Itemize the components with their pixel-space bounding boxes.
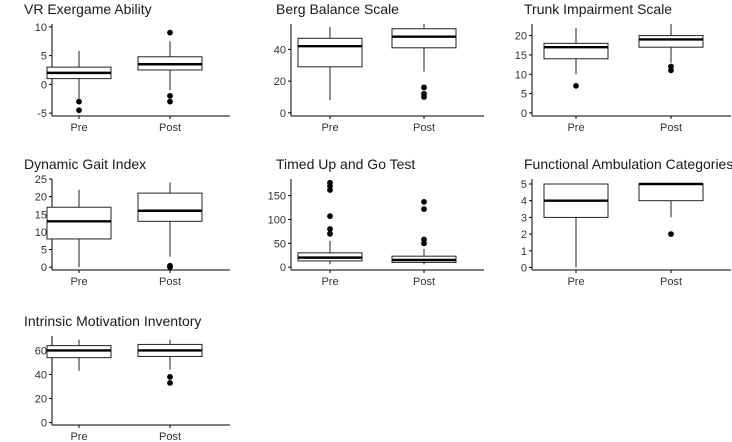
outlier-point bbox=[668, 67, 674, 74]
y-tick-label: 0 bbox=[521, 262, 527, 274]
chart-title: Functional Ambulation Categories bbox=[524, 156, 732, 172]
x-tick-label: Pre bbox=[567, 276, 584, 288]
outlier-point bbox=[573, 82, 579, 89]
outlier-point bbox=[76, 107, 82, 114]
chart-title: Intrinsic Motivation Inventory bbox=[24, 313, 201, 329]
chart-panel: Dynamic Gait Index 0 5 10 15 20 25 Pre Post bbox=[24, 156, 230, 288]
y-tick-label: 4 bbox=[521, 196, 527, 208]
y-tick-label: 5 bbox=[41, 245, 47, 257]
outlier-point bbox=[421, 94, 427, 100]
y-tick-label: 50 bbox=[274, 238, 286, 250]
y-tick-label: 0 bbox=[280, 262, 286, 274]
outlier-point bbox=[421, 206, 427, 212]
x-tick-label: Post bbox=[413, 122, 435, 134]
y-tick-label: -5 bbox=[37, 108, 47, 120]
y-tick-label: 40 bbox=[35, 369, 47, 381]
chart-panel: VR Exergame Ability -5 0 5 10 Pre Post bbox=[24, 1, 230, 134]
y-tick-label: 1 bbox=[521, 246, 527, 258]
box-post bbox=[137, 192, 203, 222]
y-tick-label: 10 bbox=[35, 22, 47, 34]
outlier-point bbox=[167, 29, 173, 36]
outlier-point bbox=[167, 373, 173, 380]
outlier-point bbox=[167, 92, 173, 99]
outlier-point bbox=[76, 98, 82, 105]
chart-panel: Intrinsic Motivation Inventory 0 20 40 60 Pre… bbox=[24, 313, 230, 442]
outlier-point bbox=[421, 84, 427, 91]
y-tick-label: 3 bbox=[521, 212, 527, 224]
y-tick-label: 20 bbox=[515, 31, 527, 43]
x-tick-label: Pre bbox=[567, 122, 584, 134]
y-tick-label: 0 bbox=[521, 108, 527, 120]
outlier-point bbox=[167, 380, 173, 386]
outlier-point bbox=[167, 98, 173, 105]
y-tick-label: 15 bbox=[35, 209, 47, 221]
chart-panel: Berg Balance Scale 0 20 40 Pre Post bbox=[274, 1, 484, 134]
box-post bbox=[638, 183, 704, 202]
chart-title: VR Exergame Ability bbox=[24, 1, 152, 17]
x-tick-label: Post bbox=[159, 431, 181, 442]
outlier-point bbox=[327, 179, 333, 186]
y-tick-label: 25 bbox=[35, 174, 47, 186]
box-post bbox=[638, 35, 704, 48]
outlier-point bbox=[327, 213, 333, 220]
x-tick-label: Pre bbox=[70, 431, 87, 442]
y-tick-label: 10 bbox=[515, 69, 527, 81]
y-tick-label: 20 bbox=[35, 192, 47, 204]
box-pre bbox=[46, 345, 112, 359]
y-tick-label: 0 bbox=[280, 108, 286, 120]
chart-title: Dynamic Gait Index bbox=[24, 156, 146, 172]
x-tick-label: Post bbox=[660, 122, 682, 134]
y-tick-label: 100 bbox=[268, 214, 286, 226]
outlier-point bbox=[421, 198, 427, 205]
chart-title: Berg Balance Scale bbox=[276, 1, 399, 17]
y-tick-label: 2 bbox=[521, 229, 527, 241]
x-tick-label: Post bbox=[159, 122, 181, 134]
outlier-point bbox=[421, 236, 427, 243]
y-tick-label: 5 bbox=[521, 179, 527, 191]
chart-panel: Functional Ambulation Categories 0 1 2 3 4 5 Pr… bbox=[521, 156, 732, 288]
y-tick-label: 10 bbox=[35, 227, 47, 239]
y-tick-label: 0 bbox=[41, 262, 47, 274]
chart-panel: Timed Up and Go Test 0 50 100 150 Pre Post bbox=[268, 156, 484, 288]
outlier-point bbox=[668, 231, 674, 238]
outlier-point bbox=[327, 230, 333, 237]
chart-panel: Trunk Impairment Scale 0 5 10 15 20 Pre Post bbox=[515, 1, 731, 134]
y-tick-label: 5 bbox=[41, 51, 47, 63]
x-tick-label: Pre bbox=[70, 122, 87, 134]
chart-title: Trunk Impairment Scale bbox=[524, 1, 672, 17]
outlier-point bbox=[327, 226, 333, 232]
outlier-point bbox=[167, 264, 173, 271]
chart-title: Timed Up and Go Test bbox=[276, 156, 415, 172]
y-tick-label: 20 bbox=[35, 394, 47, 406]
box-post bbox=[391, 28, 457, 49]
y-tick-label: 60 bbox=[35, 345, 47, 357]
x-tick-label: Pre bbox=[321, 276, 338, 288]
y-tick-label: 5 bbox=[521, 89, 527, 101]
box-pre bbox=[297, 37, 363, 68]
x-tick-label: Pre bbox=[70, 276, 87, 288]
y-tick-label: 15 bbox=[515, 50, 527, 62]
box-pre bbox=[46, 206, 112, 240]
y-tick-label: 40 bbox=[274, 44, 286, 56]
x-tick-label: Post bbox=[660, 276, 682, 288]
x-tick-label: Pre bbox=[321, 122, 338, 134]
box-pre bbox=[543, 42, 609, 60]
y-tick-label: 150 bbox=[268, 191, 286, 203]
x-tick-label: Post bbox=[413, 276, 435, 288]
y-tick-label: 0 bbox=[41, 79, 47, 91]
x-tick-label: Post bbox=[159, 276, 181, 288]
y-tick-label: 20 bbox=[274, 76, 286, 88]
y-tick-label: 0 bbox=[41, 418, 47, 430]
